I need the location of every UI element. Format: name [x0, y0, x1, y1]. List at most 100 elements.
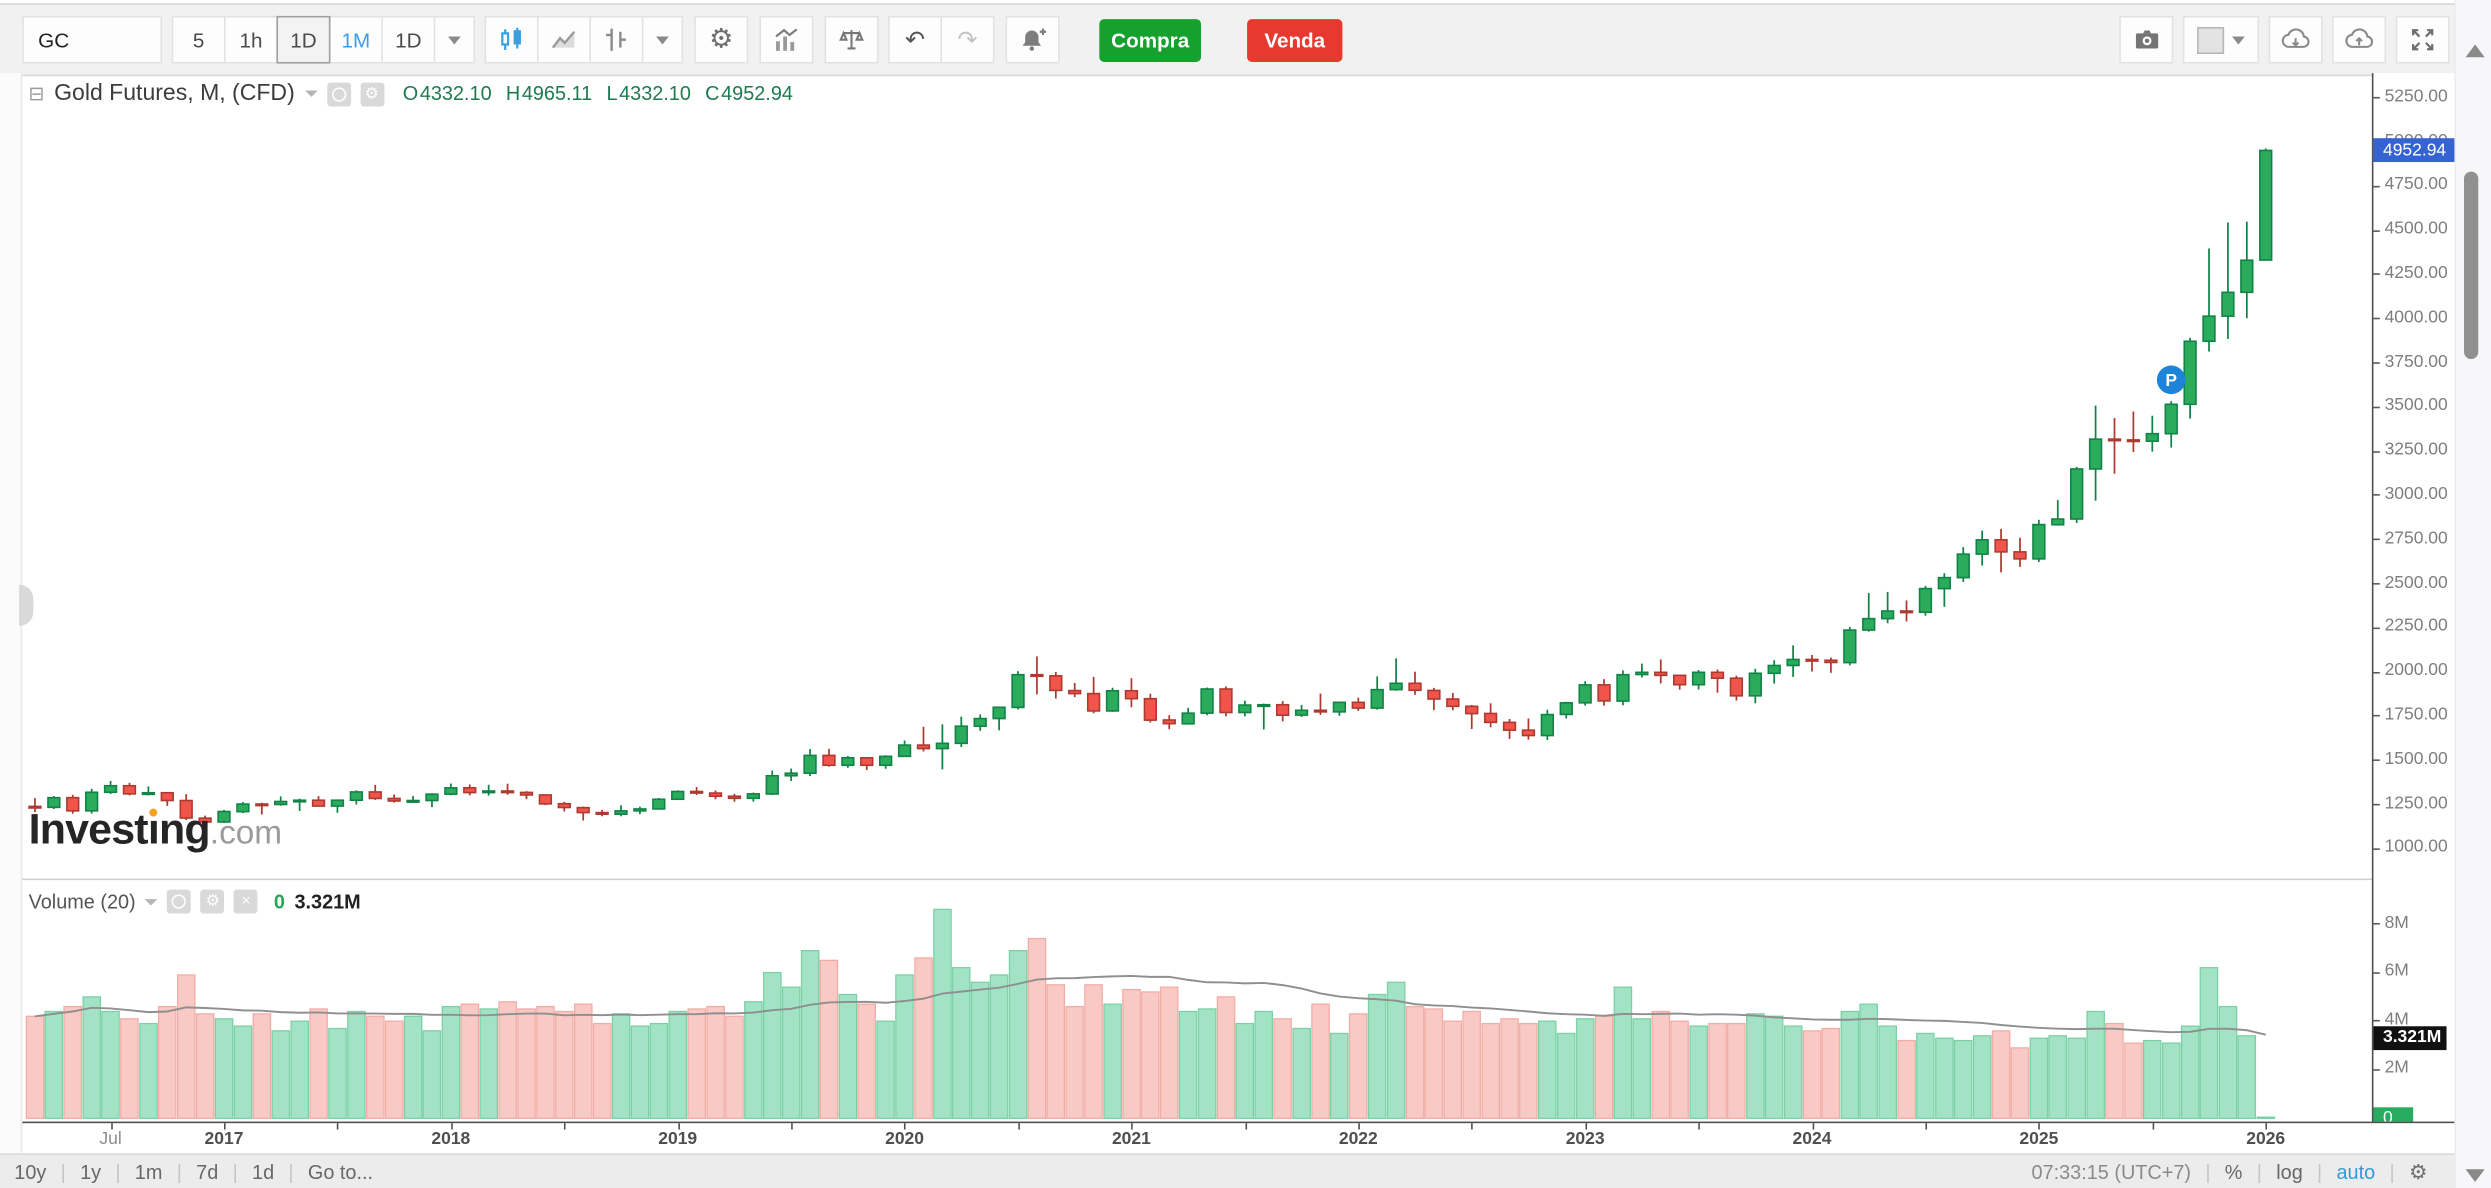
interval-5[interactable]: 5 — [171, 15, 226, 64]
layout-button[interactable] — [2182, 15, 2260, 64]
volume-remove-button[interactable]: × — [234, 889, 259, 914]
price-tick-label: 4250.00 — [2384, 263, 2448, 283]
instrument-title[interactable]: Gold Futures, M, (CFD) — [54, 81, 295, 107]
volume-tick-label: 8M — [2384, 912, 2409, 932]
candle-body — [822, 754, 836, 767]
time-tick — [1018, 1123, 1020, 1130]
candle-body — [954, 725, 968, 745]
volume-bar — [2199, 967, 2219, 1120]
goto-button[interactable]: Go to... — [307, 1161, 374, 1184]
price-tick-label: 4000.00 — [2384, 307, 2448, 327]
fullscreen-icon — [2412, 29, 2434, 51]
sell-button[interactable]: Venda — [1247, 18, 1343, 62]
price-axis[interactable]: 1000.00 1250.00 1500.00 1750.00 2000.00 2250.… — [2371, 73, 2457, 1154]
interval-1d-boxed[interactable]: 1D — [276, 15, 331, 64]
volume-visibility-button[interactable] — [167, 889, 192, 914]
event-marker[interactable]: P — [2156, 365, 2186, 395]
time-axis[interactable]: Jul 2017 2018 2019 2020 2021 2022 2023 2024 2025 2… — [0, 1121, 2455, 1155]
candle-body — [292, 799, 307, 803]
candle-body — [1105, 689, 1120, 712]
scroll-up-arrow[interactable] — [2465, 44, 2485, 58]
range-1y-button[interactable]: 1y — [80, 1161, 102, 1184]
range-1d-button[interactable]: 1d — [252, 1161, 275, 1184]
drawing-toolbar-handle[interactable] — [19, 584, 34, 626]
chevron-down-icon[interactable] — [145, 898, 158, 905]
range-1m-button[interactable]: 1m — [134, 1161, 163, 1184]
price-tick-label: 1250.00 — [2384, 793, 2448, 813]
candle-body — [803, 754, 817, 774]
price-tick-label: 4500.00 — [2384, 219, 2448, 239]
time-tick — [337, 1123, 340, 1130]
time-label-2017: 2017 — [204, 1129, 244, 1149]
percent-scale-button[interactable]: % — [2224, 1161, 2243, 1184]
price-tick — [2373, 583, 2380, 585]
candle-body — [2107, 438, 2122, 442]
collapse-pane-icon[interactable]: ⊟ — [28, 82, 45, 105]
candle-body — [689, 790, 704, 794]
candle-body — [1937, 576, 1952, 590]
indicators-button[interactable] — [759, 15, 814, 64]
candlestick-style-button[interactable] — [484, 15, 539, 64]
candle-body — [1370, 688, 1384, 709]
volume-bar — [1348, 1013, 1368, 1120]
candle-body — [255, 803, 269, 807]
candle-body — [141, 791, 156, 796]
candle-body — [1483, 712, 1498, 724]
symbol-input[interactable]: GC — [22, 15, 163, 64]
volume-settings-button[interactable]: ⚙ — [200, 889, 225, 914]
volume-bar — [1424, 1008, 1444, 1120]
time-tick — [904, 1123, 907, 1130]
volume-tick — [2373, 971, 2380, 974]
save-chart-button[interactable] — [2332, 15, 2387, 64]
redo-button[interactable]: ↷ — [940, 15, 995, 64]
volume-indicator-title[interactable]: Volume (20) — [28, 890, 136, 913]
series-settings-button[interactable]: ⚙ — [359, 81, 384, 106]
log-scale-button[interactable]: log — [2276, 1161, 2303, 1184]
price-tick-label: 5250.00 — [2384, 86, 2448, 106]
time-tick — [1925, 1123, 1928, 1130]
scroll-down-arrow[interactable] — [2465, 1169, 2485, 1182]
settings-button[interactable]: ⚙ — [694, 15, 749, 64]
axis-settings-button[interactable]: ⚙ — [2408, 1160, 2428, 1185]
volume-bar — [2105, 1022, 2124, 1120]
scroll-thumb[interactable] — [2463, 171, 2479, 360]
candle-body — [2070, 468, 2084, 520]
candle-body — [444, 787, 458, 795]
price-tick-label: 1500.00 — [2384, 749, 2448, 769]
range-7d-button[interactable]: 7d — [196, 1161, 219, 1184]
alert-button[interactable] — [1005, 15, 1060, 64]
volume-bars-group — [25, 908, 2276, 1120]
volume-bar — [1122, 988, 1141, 1120]
line-style-button[interactable] — [536, 15, 591, 64]
interval-1d[interactable]: 1D — [381, 15, 436, 64]
candle-body — [879, 755, 893, 767]
volume-bar — [1500, 1018, 1519, 1120]
candle-body — [28, 805, 42, 809]
chevron-down-icon[interactable] — [304, 90, 317, 97]
close-icon: × — [241, 892, 251, 911]
candlestick-icon — [501, 27, 521, 51]
volume-bar — [271, 1030, 291, 1120]
candle-body — [841, 756, 855, 767]
interval-1h[interactable]: 1h — [223, 15, 279, 64]
range-10y-button[interactable]: 10y — [14, 1161, 47, 1184]
load-chart-button[interactable] — [2268, 15, 2323, 64]
volume-bar — [1008, 950, 1028, 1120]
chart-plot-area[interactable]: P — [0, 0, 2454, 1153]
compare-button[interactable] — [824, 15, 879, 64]
chart-style-dropdown-button[interactable] — [641, 15, 684, 64]
interval-dropdown-button[interactable] — [433, 15, 476, 64]
undo-button[interactable]: ↶ — [888, 15, 943, 64]
auto-scale-button[interactable]: auto — [2336, 1161, 2376, 1184]
buy-button[interactable]: Compra — [1099, 18, 1202, 62]
volume-bar — [1783, 1025, 1803, 1120]
candle-body — [538, 794, 553, 805]
pane-separator[interactable] — [0, 878, 2455, 881]
volume-bar — [1840, 1010, 1860, 1120]
snapshot-button[interactable] — [2119, 15, 2174, 64]
visibility-toggle-button[interactable] — [326, 81, 351, 106]
candle-body — [1578, 684, 1592, 704]
fullscreen-button[interactable] — [2395, 15, 2450, 64]
volume-bar — [328, 1027, 347, 1120]
